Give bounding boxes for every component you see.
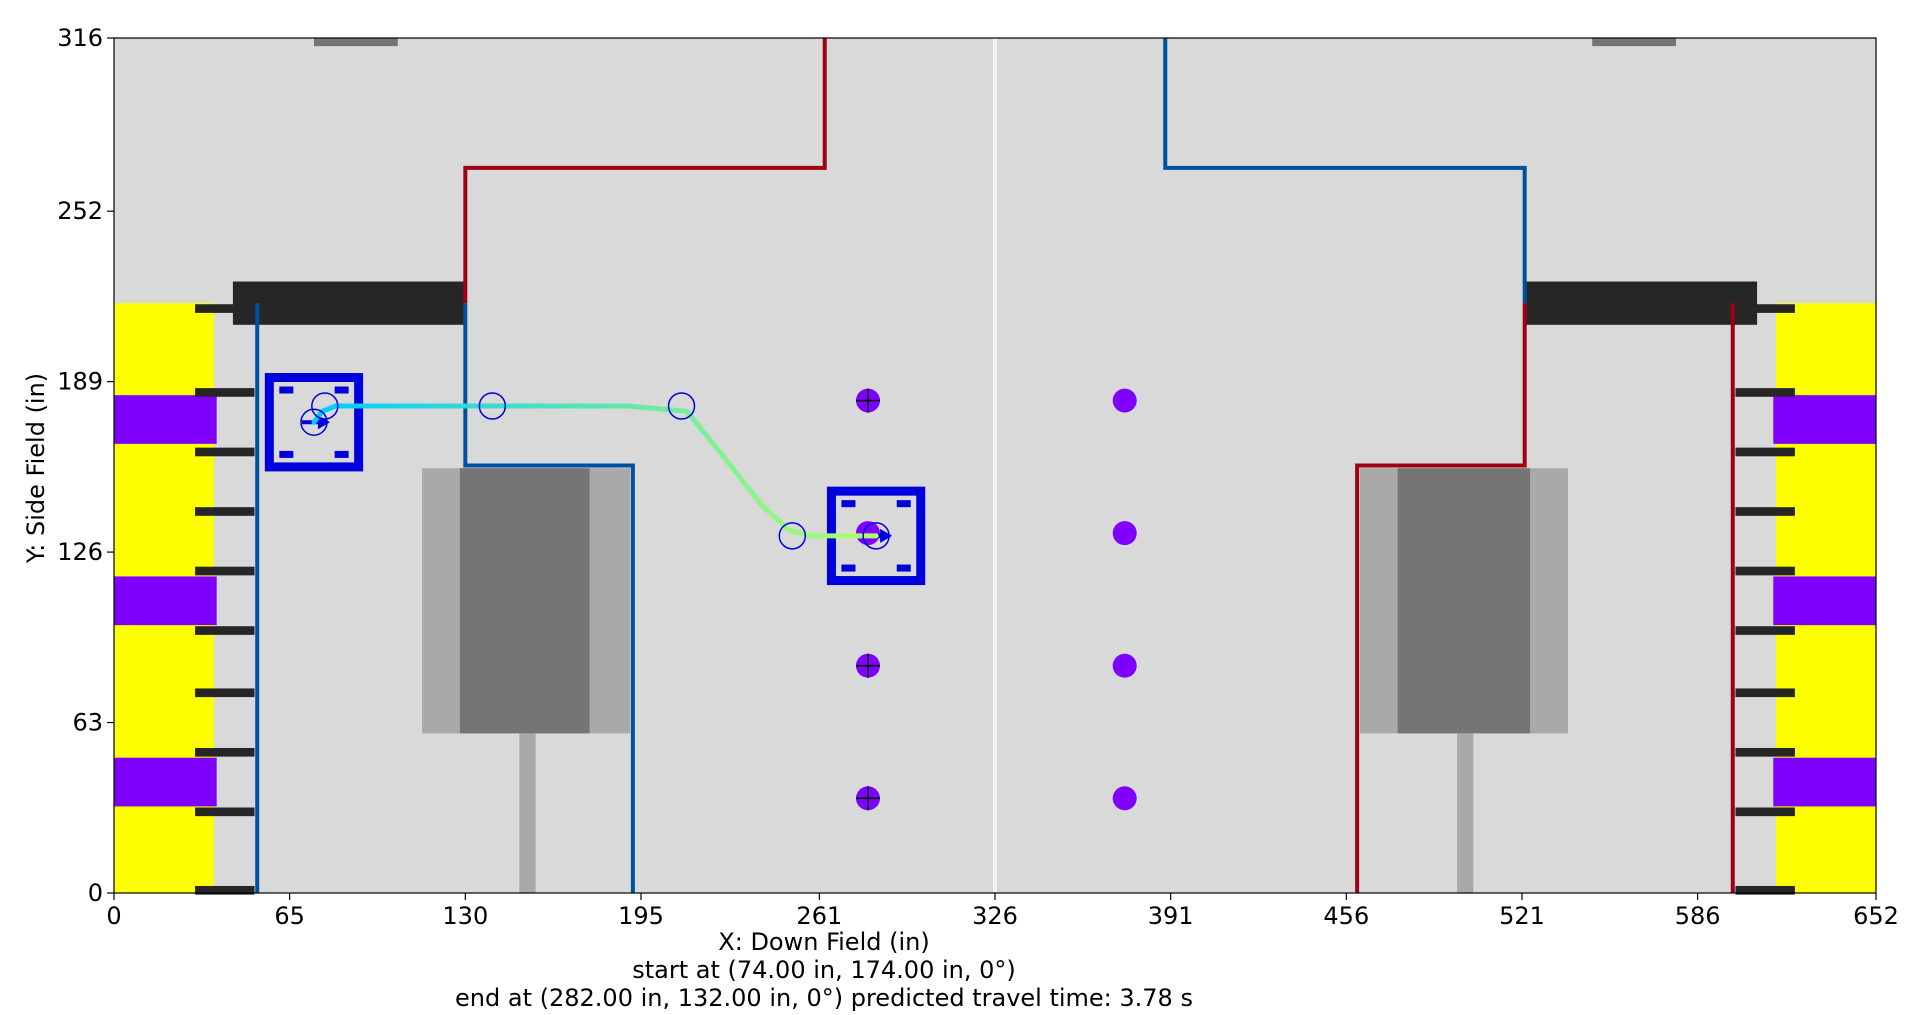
x-tick-label-8: 521	[1499, 902, 1545, 930]
grid-bar-right-3	[1735, 688, 1795, 698]
x-axis-label: X: Down Field (in)	[718, 928, 929, 956]
grid-bar-left-3	[195, 688, 255, 698]
y-tick-label-4: 252	[57, 197, 103, 225]
trajectory-path	[311, 403, 879, 539]
robot-end-marker-2	[841, 564, 856, 572]
top-mark-left	[313, 38, 398, 47]
charge-station-inner-right	[1397, 468, 1531, 734]
grid-bar-left-7	[195, 447, 255, 457]
x-tick-label-4: 261	[796, 902, 842, 930]
grid-bar-right-1	[1735, 807, 1795, 817]
grid-bar-right-6	[1735, 507, 1795, 516]
waypoint-0	[311, 392, 339, 420]
grid-bar-left-5	[195, 566, 255, 576]
y-tick-label-5: 316	[57, 24, 103, 52]
robot-start-frame	[264, 373, 364, 472]
robot-start-marker-0	[279, 386, 294, 394]
grid-bar-left-6	[195, 507, 255, 516]
red-zone-line-top-left	[463, 38, 827, 304]
station-band-left-1	[114, 576, 217, 626]
y-axis-label: Y: Side Field (in)	[22, 373, 50, 564]
plot-data	[264, 373, 1137, 811]
game-piece-1	[855, 521, 880, 546]
grid-bar-left-2	[195, 747, 255, 757]
grid-bar-right-4	[1735, 626, 1795, 635]
game-piece-4	[1112, 388, 1137, 413]
grid-bar-right-0	[1735, 885, 1795, 895]
robot-start-marker-3	[334, 450, 349, 458]
x-tick-label-5: 326	[972, 902, 1018, 930]
station-band-right-2	[1773, 757, 1876, 807]
grid-bar-left-1	[195, 807, 255, 817]
game-piece-5	[1112, 521, 1137, 546]
station-band-left-2	[114, 757, 217, 807]
robot-end-marker-3	[896, 564, 911, 572]
x-tick-label-6: 391	[1148, 902, 1194, 930]
top-mark-right	[1592, 38, 1677, 47]
grid-bar-right-9	[1735, 304, 1795, 313]
robot-end-marker-0	[841, 500, 856, 508]
charge-stem-right	[1457, 733, 1474, 893]
robot-end-marker-1	[896, 500, 911, 508]
x-tick-label-1: 65	[274, 902, 305, 930]
x-tick-label-9: 586	[1675, 902, 1721, 930]
grid-bar-right-2	[1735, 747, 1795, 757]
y-tick-label-0: 0	[88, 879, 103, 907]
grid-bar-right-8	[1735, 388, 1795, 397]
y-tick-label-2: 126	[57, 538, 103, 566]
barrier-left	[232, 281, 466, 325]
caption-end-pose: end at (282.00 in, 132.00 in, 0°) predic…	[455, 984, 1193, 1011]
red-zone-line-right-step	[1355, 303, 1527, 893]
grid-bar-left-0	[195, 885, 255, 895]
waypoint-start	[300, 408, 328, 436]
station-band-left-0	[114, 395, 217, 444]
caption-start-pose: start at (74.00 in, 174.00 in, 0°)	[632, 956, 1015, 984]
robot-end-heading-arrow	[880, 528, 893, 543]
x-tick-label-0: 0	[106, 902, 121, 930]
y-tick-label-1: 63	[72, 709, 103, 737]
grid-bar-left-8	[195, 388, 255, 397]
station-band-right-0	[1773, 395, 1876, 444]
charge-station-inner-left	[459, 468, 590, 734]
game-piece-6	[1112, 653, 1137, 678]
field-elements	[114, 38, 1876, 895]
station-band-right-1	[1773, 576, 1876, 626]
grid-bar-right-5	[1735, 566, 1795, 576]
waypoint-3	[778, 522, 807, 550]
waypoint-2	[667, 392, 696, 420]
grid-bar-left-9	[195, 304, 255, 313]
robot-start-marker-2	[279, 450, 294, 458]
blue-zone-line-left-step	[463, 303, 635, 893]
barrier-right	[1524, 281, 1758, 325]
y-tick-label-3: 189	[57, 368, 103, 396]
robot-start-marker-1	[334, 386, 349, 394]
charge-stem-left	[519, 733, 536, 893]
robot-start	[264, 373, 364, 472]
x-tick-label-10: 652	[1853, 902, 1899, 930]
grid-bar-left-4	[195, 626, 255, 635]
x-tick-label-2: 130	[442, 902, 488, 930]
waypoint-1	[478, 392, 507, 420]
axes: 0 65 130 195 261 326 391 456 521 586 652 0 63 126 189 2…	[57, 24, 1899, 930]
waypoint-4	[862, 522, 890, 550]
x-tick-label-3: 195	[618, 902, 664, 930]
grid-bar-right-7	[1735, 447, 1795, 457]
game-piece-7	[1112, 786, 1137, 811]
blue-zone-line-top-right	[1163, 38, 1527, 304]
x-tick-label-7: 456	[1323, 902, 1369, 930]
